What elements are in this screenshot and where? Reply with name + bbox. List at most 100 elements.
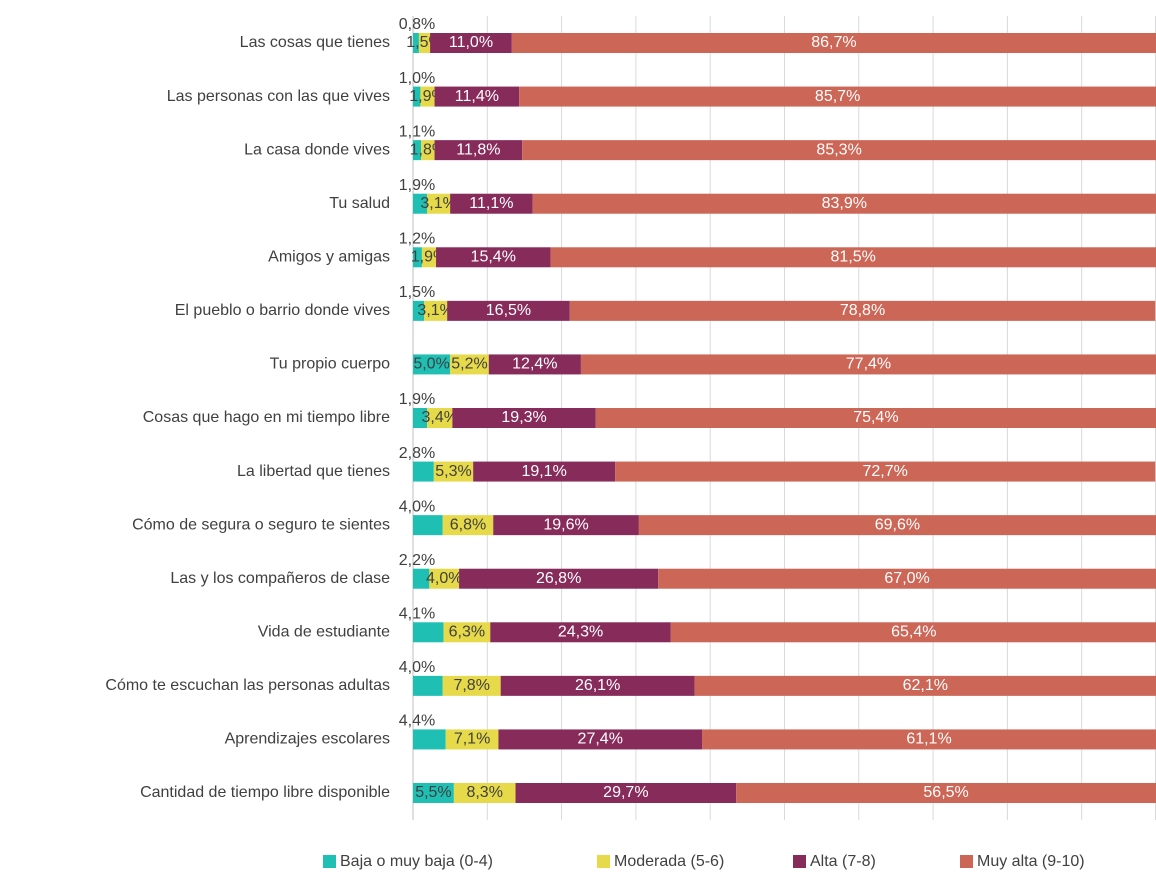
data-label: 4,0% xyxy=(426,570,462,587)
data-label: 67,0% xyxy=(884,570,929,587)
data-label: 3,1% xyxy=(417,302,453,319)
bar-segment xyxy=(421,140,435,161)
y-tick-label: Las cosas que tienes xyxy=(240,34,390,51)
data-label: 2,8% xyxy=(399,445,435,462)
y-tick-label: Cosas que hago en mi tiempo libre xyxy=(143,409,390,426)
bar-segment xyxy=(421,247,437,268)
y-tick-label: Cantidad de tiempo libre disponible xyxy=(140,784,390,801)
bar-segment xyxy=(511,33,1156,53)
y-tick-label: La libertad que tienes xyxy=(237,463,390,480)
data-label: 81,5% xyxy=(831,249,876,266)
bar-segment xyxy=(515,783,737,803)
bar-segment xyxy=(519,86,1156,107)
legend-swatch xyxy=(793,855,806,868)
data-label: 83,9% xyxy=(822,195,867,212)
bar-segment xyxy=(452,408,596,428)
data-label: 65,4% xyxy=(891,624,936,641)
bar-segment xyxy=(500,675,695,696)
data-label: 62,1% xyxy=(903,677,948,694)
bar-segment xyxy=(658,568,1156,589)
bar-segment xyxy=(580,354,1156,375)
data-label: 85,7% xyxy=(815,88,860,105)
bar-segment xyxy=(424,300,448,321)
bar-segment xyxy=(694,675,1156,696)
bar-segment xyxy=(595,408,1156,428)
bar-segment xyxy=(413,354,451,375)
y-tick-label: Tu propio cuerpo xyxy=(270,356,390,373)
bar-segment xyxy=(442,515,494,536)
data-label: 4,4% xyxy=(399,713,435,730)
data-label: 15,4% xyxy=(471,249,516,266)
data-label: 69,6% xyxy=(875,516,920,533)
bar-segment xyxy=(473,461,616,482)
data-label: 85,3% xyxy=(816,141,861,158)
data-label: 12,4% xyxy=(512,356,557,373)
y-tick-label: Las y los compañeros de clase xyxy=(170,570,390,587)
bar-segment xyxy=(450,354,489,375)
y-tick-label: Amigos y amigas xyxy=(268,249,390,266)
data-label: 77,4% xyxy=(846,356,891,373)
bar-segment xyxy=(550,247,1156,268)
y-tick-label: Tu salud xyxy=(329,195,390,212)
bar-segment xyxy=(433,461,474,482)
bar-segment xyxy=(498,729,703,750)
y-tick-label: Vida de estudiante xyxy=(258,624,390,641)
bar-segment xyxy=(427,408,453,428)
data-label: 11,0% xyxy=(449,34,493,51)
bar-segment xyxy=(436,247,551,268)
bar-segment xyxy=(413,33,419,53)
legend-swatch xyxy=(597,855,610,868)
bar-segment xyxy=(459,568,659,589)
bar-segment xyxy=(413,783,454,803)
bar-segment xyxy=(569,300,1156,321)
data-label: 1,5% xyxy=(399,284,435,301)
bar-segment xyxy=(490,622,671,643)
y-tick-label: El pueblo o barrio donde vives xyxy=(175,302,390,319)
legend-label: Moderada (5-6) xyxy=(614,853,724,870)
data-label: 26,1% xyxy=(575,677,620,694)
data-label: 8,3% xyxy=(466,784,502,801)
bar-segment xyxy=(445,729,499,750)
data-label: 5,2% xyxy=(451,356,487,373)
data-label: 3,4% xyxy=(422,409,458,426)
bar-segment xyxy=(615,461,1156,482)
data-label: 19,1% xyxy=(521,463,566,480)
legend-label: Baja o muy baja (0-4) xyxy=(340,853,493,870)
data-label: 1,2% xyxy=(399,231,435,248)
y-tick-label: Cómo te escuchan las personas adultas xyxy=(105,677,390,694)
bar-segment xyxy=(418,33,431,53)
bar-segment xyxy=(442,675,501,696)
bar-segment xyxy=(429,568,460,589)
bar-segment xyxy=(413,408,428,428)
legend-label: Alta (7-8) xyxy=(810,853,876,870)
bar-segment xyxy=(447,300,570,321)
data-label: 5,5% xyxy=(415,784,451,801)
bar-segment xyxy=(413,568,430,589)
data-label: 4,1% xyxy=(399,606,435,623)
data-label: 6,3% xyxy=(449,624,485,641)
bar-segment xyxy=(443,622,491,643)
data-label: 75,4% xyxy=(853,409,898,426)
data-label: 5,3% xyxy=(435,463,471,480)
y-tick-label: Las personas con las que vives xyxy=(167,88,390,105)
data-label: 4,0% xyxy=(399,498,435,515)
bar-segment xyxy=(413,86,421,107)
data-label: 7,8% xyxy=(453,677,489,694)
data-label: 0,8% xyxy=(399,16,435,33)
data-label: 16,5% xyxy=(486,302,531,319)
data-label: 24,3% xyxy=(558,624,603,641)
bar-segment xyxy=(493,515,639,536)
data-label: 26,8% xyxy=(536,570,581,587)
data-label: 2,2% xyxy=(399,552,435,569)
data-label: 19,3% xyxy=(501,409,546,426)
bar-segment xyxy=(413,247,422,268)
data-label: 29,7% xyxy=(603,784,648,801)
bar-segment xyxy=(430,33,512,53)
y-tick-label: La casa donde vives xyxy=(244,141,390,158)
bar-segment xyxy=(670,622,1156,643)
bar-segment xyxy=(413,461,434,482)
bar-segment xyxy=(736,783,1156,803)
data-label: 1,9% xyxy=(399,391,435,408)
data-label: 78,8% xyxy=(840,302,885,319)
data-label: 1,1% xyxy=(399,123,435,140)
